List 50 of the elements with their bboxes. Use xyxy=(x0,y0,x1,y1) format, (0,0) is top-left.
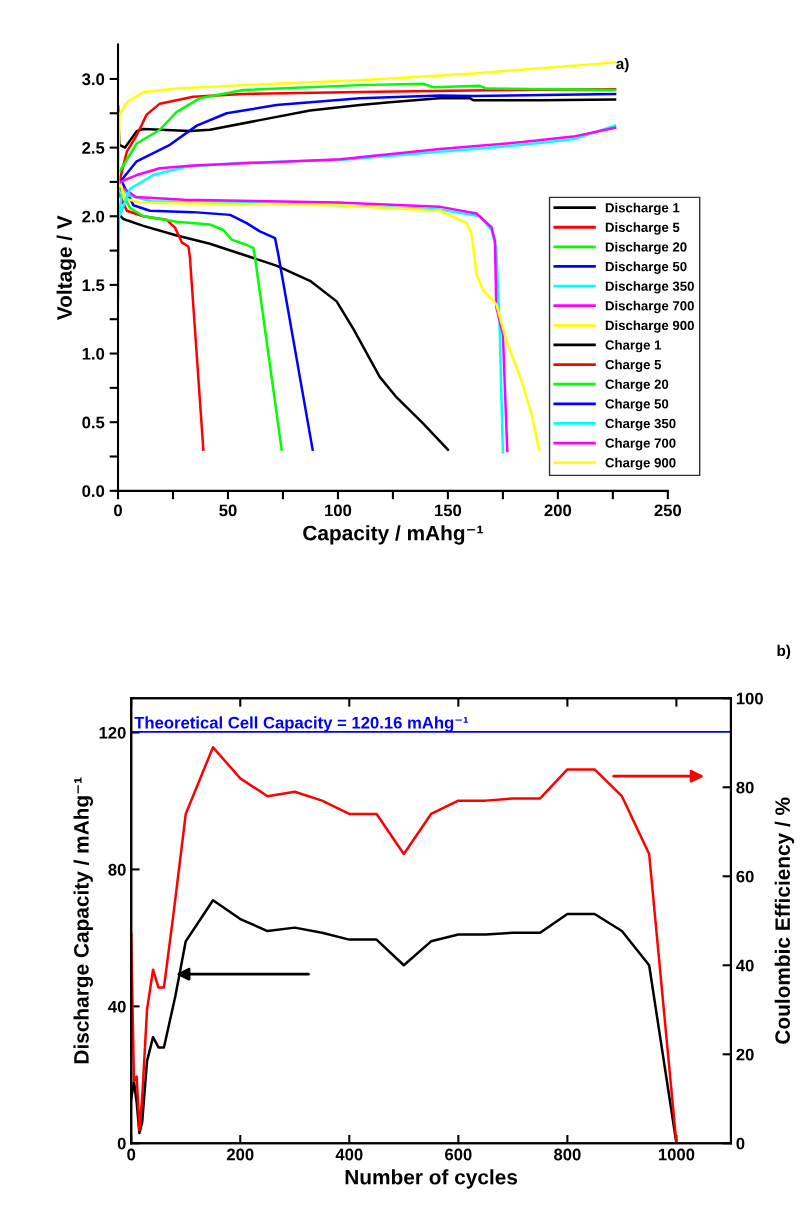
x-tick-label: 800 xyxy=(554,1148,581,1161)
legend-label: Discharge 20 xyxy=(605,241,687,255)
x-tick-label: 0 xyxy=(127,1148,136,1161)
y2-tick-label: 80 xyxy=(736,781,754,794)
legend-label: Discharge 1 xyxy=(605,202,680,216)
x-tick-label: 600 xyxy=(445,1148,472,1161)
y-axis-title: Discharge Capacity / mAhg⁻¹ xyxy=(73,777,93,1064)
y-tick-label: 1.0 xyxy=(82,347,105,360)
y-tick-label: 2.5 xyxy=(82,142,105,154)
y-tick-label: 3.0 xyxy=(82,73,105,86)
x-tick-label: 100 xyxy=(325,504,352,517)
y-tick-label: 0 xyxy=(117,1137,126,1150)
y-tick-label: 80 xyxy=(108,863,126,876)
legend-label: Discharge 350 xyxy=(605,281,694,294)
legend-label: Charge 5 xyxy=(605,359,662,372)
y-tick-label: 0.0 xyxy=(82,485,105,498)
y2-tick-label: 60 xyxy=(736,870,754,883)
x-tick-label: 1000 xyxy=(658,1148,695,1161)
legend-label: Charge 50 xyxy=(605,398,669,412)
x-axis-title: Capacity / mAhg⁻¹ xyxy=(303,525,483,545)
y-tick-label: 1.5 xyxy=(82,279,105,292)
legend-label: Charge 350 xyxy=(605,418,676,431)
legend-label: Discharge 900 xyxy=(605,320,694,333)
y2-tick-label: 0 xyxy=(736,1137,745,1150)
x-tick-label: 50 xyxy=(219,504,237,517)
text: b) xyxy=(777,644,791,660)
legend-label: Charge 700 xyxy=(605,438,676,451)
y-axis-title: Voltage / V xyxy=(56,215,77,321)
legend-label: Discharge 50 xyxy=(605,261,687,274)
x-tick-label: 150 xyxy=(435,504,462,517)
y2-tick-label: 40 xyxy=(736,959,754,972)
y-tick-label: 120 xyxy=(99,726,126,739)
x-tick-label: 250 xyxy=(654,504,682,517)
x-axis-title: Number of cycles xyxy=(345,1169,518,1189)
legend-label: Discharge 5 xyxy=(605,222,680,235)
annotation: a) xyxy=(616,58,629,73)
legend-label: Charge 1 xyxy=(605,340,662,353)
y2-tick-label: 100 xyxy=(736,692,763,705)
x-tick-label: 400 xyxy=(335,1148,363,1161)
y2-tick-label: 20 xyxy=(736,1048,754,1061)
legend-label: Charge 20 xyxy=(605,379,669,392)
x-tick-label: 200 xyxy=(544,504,572,517)
legend-label: Discharge 700 xyxy=(605,300,694,314)
y-tick-label: 2.0 xyxy=(82,210,105,223)
y-tick-label: 0.5 xyxy=(82,416,105,429)
x-tick-label: 200 xyxy=(226,1148,254,1161)
y-tick-label: 40 xyxy=(108,1000,126,1013)
y2-axis-title: Coulombic Efficiency / % xyxy=(774,797,795,1044)
ref-line-label: Theoretical Cell Capacity = 120.16 mAhg⁻¹ xyxy=(134,716,469,732)
legend-label: Charge 900 xyxy=(605,457,676,471)
